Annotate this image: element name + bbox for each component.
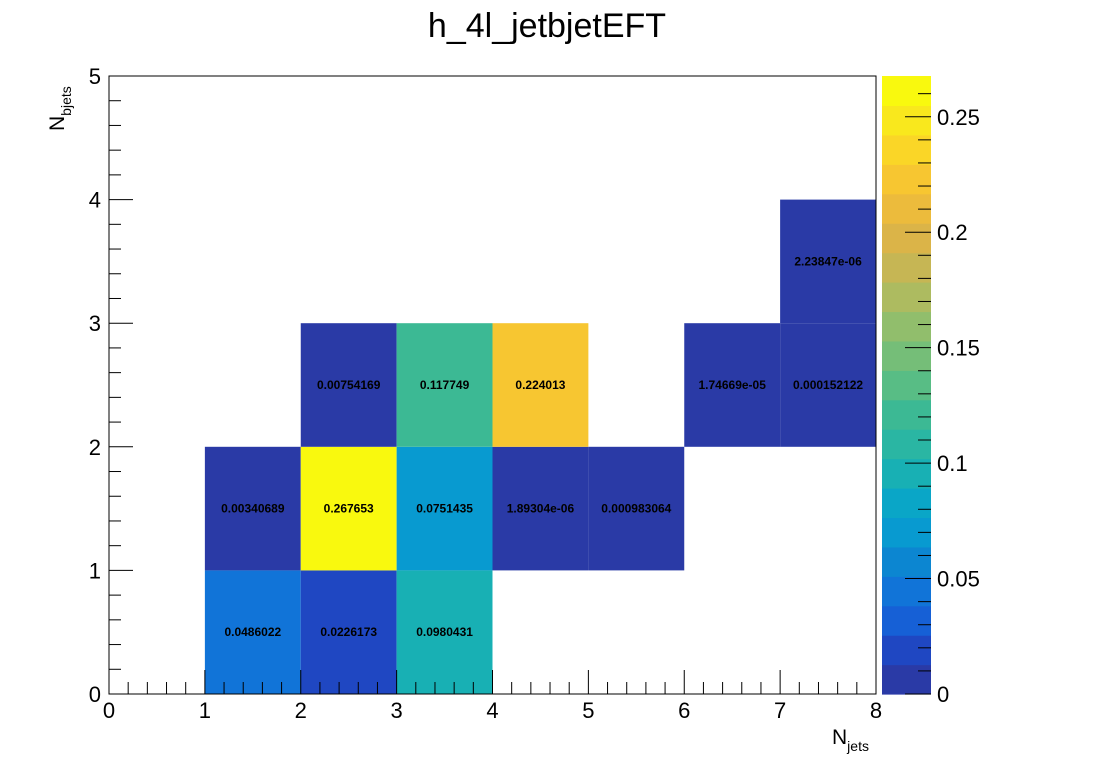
color-scale-segment (882, 252, 931, 283)
color-scale-segment (882, 164, 931, 195)
x-tick-label: 8 (870, 698, 882, 723)
y-tick-label: 3 (89, 311, 101, 336)
color-scale-segment (882, 546, 931, 577)
cell-value-label: 0.0751435 (416, 502, 473, 516)
y-axis-title-sub: bjets (58, 86, 74, 116)
y-axis-title: Nbjets (46, 86, 74, 131)
y-tick-label: 4 (89, 188, 101, 213)
color-scale-tick-label: 0.15 (937, 336, 980, 361)
x-tick-label: 6 (678, 698, 690, 723)
cell-value-label: 0.00340689 (221, 502, 285, 516)
color-scale-segment (882, 223, 931, 254)
cell-value-labels: 0.0486022 0.0226173 0.0980431 0.00340689 0.2… (221, 254, 863, 639)
color-scale-segment (882, 635, 931, 666)
cell-value-label: 1.74669e-05 (698, 378, 766, 392)
cell-value-label: 0.00754169 (317, 378, 381, 392)
color-scale-segment (882, 399, 931, 430)
x-tick-label: 2 (295, 698, 307, 723)
cell-value-label: 0.000983064 (601, 502, 671, 516)
heatmap-cell (396, 446, 493, 571)
x-tick-label: 4 (486, 698, 498, 723)
color-scale-tick-label: 0 (937, 682, 949, 707)
color-scale-tick-label: 0.1 (937, 451, 968, 476)
heatmap-cell (780, 199, 876, 324)
x-axis-title-sub: jets (846, 738, 869, 754)
heatmap-cell (492, 446, 589, 571)
heatmap-cell (300, 570, 397, 694)
color-scale-segment (882, 311, 931, 342)
chart-title: h_4l_jetbjetEFT (428, 7, 666, 45)
heatmap-cell (204, 446, 301, 571)
cell-value-label: 0.0486022 (224, 625, 281, 639)
color-scale-segment (882, 105, 931, 136)
x-tick-label: 7 (774, 698, 786, 723)
x-tick-label: 1 (199, 698, 211, 723)
cell-value-label: 0.224013 (515, 378, 565, 392)
color-scale-segment (882, 340, 931, 371)
x-tick-label: 5 (582, 698, 594, 723)
color-scale-segment (882, 488, 931, 519)
color-scale-segment (882, 282, 931, 313)
y-tick-label: 1 (89, 558, 101, 583)
y-axis-title-main: N (46, 116, 69, 131)
heatmap-cell (588, 446, 685, 571)
heatmap-cell (780, 323, 876, 447)
heatmap-cell (396, 323, 493, 447)
cell-value-label: 0.0980431 (416, 625, 473, 639)
cell-value-label: 1.89304e-06 (507, 502, 575, 516)
cell-value-label: 0.000152122 (793, 378, 863, 392)
cell-value-label: 2.23847e-06 (794, 254, 862, 268)
heatmap-cells (204, 199, 876, 694)
x-axis-title-main: N (832, 726, 847, 749)
color-scale-segment (882, 429, 931, 460)
x-tick-label: 0 (103, 698, 115, 723)
heatmap-cell (492, 323, 589, 447)
color-scale-bar: 0 0.05 0.1 0.15 0.2 0.25 (882, 76, 980, 707)
cell-value-label: 0.117749 (420, 378, 470, 392)
x-axis: 0 1 2 3 4 5 6 7 8 (103, 670, 882, 723)
heatmap-cell (300, 323, 397, 447)
x-axis-title: Njets (832, 726, 869, 754)
y-tick-label: 2 (89, 435, 101, 460)
y-tick-label: 0 (89, 682, 101, 707)
heatmap-cell (684, 323, 781, 447)
heatmap-cell (396, 570, 493, 694)
cell-value-label: 0.0226173 (320, 625, 377, 639)
heatmap-cell (204, 570, 301, 694)
color-scale-segment (882, 605, 931, 636)
x-tick-label: 3 (391, 698, 403, 723)
y-tick-label: 5 (89, 64, 101, 89)
heatmap-cell (300, 446, 397, 571)
cell-value-label: 0.267653 (324, 502, 374, 516)
color-scale-tick-label: 0.25 (937, 105, 980, 130)
color-scale-tick-label: 0.05 (937, 567, 980, 592)
color-scale-segment (882, 664, 931, 695)
color-scale-tick-label: 0.2 (937, 220, 968, 245)
color-scale-segment (882, 370, 931, 401)
y-axis: 0 1 2 3 4 5 (89, 64, 133, 707)
color-scale-segment (882, 76, 931, 107)
